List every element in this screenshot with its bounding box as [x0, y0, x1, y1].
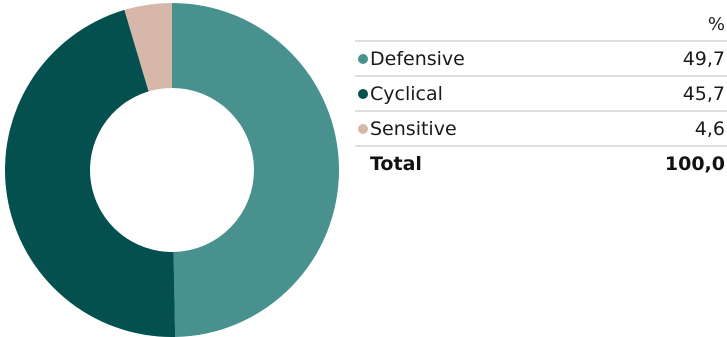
legend-dot-defensive — [358, 54, 368, 64]
legend-label-defensive: Defensive — [370, 48, 465, 70]
donut-slice-sensitive — [124, 3, 172, 92]
legend-value-defensive: 49,7 — [682, 48, 725, 70]
legend-dot-sensitive — [358, 124, 368, 134]
unit-label: % — [707, 14, 725, 35]
donut-chart — [5, 3, 340, 337]
legend-row-sensitive: Sensitive 4,6 — [355, 110, 727, 145]
total-label: Total — [370, 153, 422, 175]
legend-value-cyclical: 45,7 — [682, 83, 725, 105]
legend-value-sensitive: 4,6 — [694, 118, 725, 140]
unit-header: % — [355, 6, 727, 40]
legend-dot-cyclical — [358, 89, 368, 99]
donut-slice-defensive — [172, 3, 340, 337]
donut-slice-cyclical — [5, 9, 176, 337]
total-row: Total 100,0 — [355, 145, 727, 180]
legend-row-cyclical: Cyclical 45,7 — [355, 75, 727, 110]
legend-label-sensitive: Sensitive — [370, 118, 457, 140]
total-value: 100,0 — [664, 153, 725, 175]
legend-table: % Defensive 49,7 Cyclical 45,7 Sensitive… — [355, 6, 727, 180]
legend-label-cyclical: Cyclical — [370, 83, 443, 105]
legend-row-defensive: Defensive 49,7 — [355, 40, 727, 75]
